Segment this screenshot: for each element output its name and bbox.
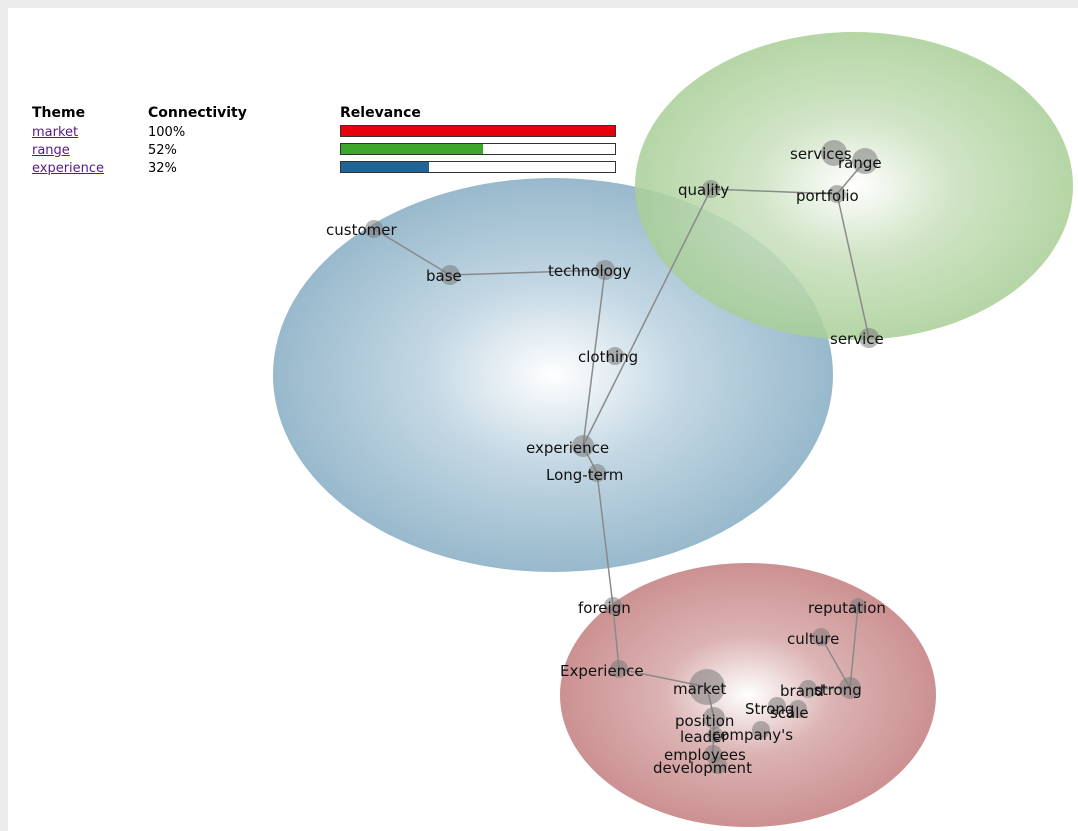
term-label-leader[interactable]: leader <box>680 728 728 746</box>
term-label-portfolio[interactable]: portfolio <box>796 187 859 205</box>
term-label-employees[interactable]: employees <box>664 746 746 764</box>
term-label-technology[interactable]: technology <box>548 262 631 280</box>
term-label-clothing[interactable]: clothing <box>578 348 638 366</box>
term-label-development[interactable]: development <box>653 759 752 777</box>
term-label-market[interactable]: market <box>673 680 726 698</box>
link-quality-experience <box>582 188 712 447</box>
node-dot-reputation[interactable] <box>850 598 866 614</box>
node-dot-Experience[interactable] <box>610 660 628 678</box>
term-label-services[interactable]: services <box>790 145 852 163</box>
node-dot-range[interactable] <box>852 148 878 174</box>
cluster-range-bubble <box>635 32 1073 340</box>
legend-connectivity-market: 100% <box>148 125 186 140</box>
link-portfolio-service <box>836 193 870 339</box>
relevance-bar-fill <box>341 144 484 154</box>
term-label-company's[interactable]: company's <box>712 726 793 744</box>
legend-header-theme: Theme <box>32 105 86 121</box>
term-label-strong[interactable]: strong <box>814 681 862 699</box>
link-reputation-strong <box>849 605 859 689</box>
node-dot-market[interactable] <box>689 669 725 705</box>
node-dot-portfolio[interactable] <box>828 185 846 203</box>
concept-map-frame: services range quality portfolio service cust… <box>8 8 1078 831</box>
node-dot-scale[interactable] <box>789 700 807 718</box>
legend-header-connectivity: Connectivity <box>148 105 247 121</box>
node-dot-culture[interactable] <box>812 628 830 646</box>
term-label-Long-term[interactable]: Long-term <box>546 466 623 484</box>
node-dot-Strong[interactable] <box>768 697 786 715</box>
cluster-market-bubble <box>560 563 936 827</box>
term-label-Strong[interactable]: Strong <box>745 700 794 718</box>
term-label-Experience[interactable]: Experience <box>560 662 644 680</box>
node-dot-service[interactable] <box>859 328 879 348</box>
node-dot-base[interactable] <box>440 265 460 285</box>
node-dot-Long-term[interactable] <box>588 464 606 482</box>
node-dot-foreign[interactable] <box>604 597 622 615</box>
term-label-position[interactable]: position <box>675 712 734 730</box>
node-dot-clothing[interactable] <box>606 347 624 365</box>
link-Long-term-foreign <box>596 472 614 607</box>
term-label-range[interactable]: range <box>838 154 882 172</box>
link-customer-base <box>373 228 451 276</box>
node-dot-experience[interactable] <box>572 435 594 457</box>
legend-theme-link-range[interactable]: range <box>32 143 70 158</box>
term-label-experience[interactable]: experience <box>526 439 609 457</box>
term-label-reputation[interactable]: reputation <box>808 599 886 617</box>
node-dot-quality[interactable] <box>702 180 720 198</box>
term-label-scale[interactable]: scale <box>770 704 809 722</box>
relevance-bar-fill <box>341 162 429 172</box>
legend-connectivity-experience: 32% <box>148 161 177 176</box>
node-dot-customer[interactable] <box>365 220 383 238</box>
term-label-brand[interactable]: brand <box>780 682 824 700</box>
node-dot-services[interactable] <box>821 140 847 166</box>
node-dot-leader[interactable] <box>707 727 723 743</box>
node-dot-position[interactable] <box>703 707 725 729</box>
term-label-service[interactable]: service <box>830 330 884 348</box>
node-dot-brand[interactable] <box>799 680 817 698</box>
term-label-quality[interactable]: quality <box>678 181 729 199</box>
term-label-foreign[interactable]: foreign <box>578 599 631 617</box>
node-dot-company's[interactable] <box>752 721 770 739</box>
link-foreign-Experience <box>612 605 620 670</box>
legend-theme-link-market[interactable]: market <box>32 125 79 140</box>
legend-relevance-bar-range <box>340 143 616 155</box>
link-base-technology <box>449 269 606 276</box>
relevance-bar-fill <box>341 126 615 136</box>
legend-theme-link-experience[interactable]: experience <box>32 161 105 176</box>
link-quality-portfolio <box>710 188 838 195</box>
term-label-base[interactable]: base <box>426 267 462 285</box>
legend-relevance-bar-market <box>340 125 616 137</box>
node-dot-development[interactable] <box>709 756 727 774</box>
term-label-customer[interactable]: customer <box>326 221 397 239</box>
link-technology-experience <box>582 269 606 447</box>
legend-connectivity-range: 52% <box>148 143 177 158</box>
node-dot-strong[interactable] <box>839 677 861 699</box>
node-dot-technology[interactable] <box>595 260 615 280</box>
legend-relevance-bar-experience <box>340 161 616 173</box>
term-label-culture[interactable]: culture <box>787 630 839 648</box>
legend-header-relevance: Relevance <box>340 105 421 121</box>
